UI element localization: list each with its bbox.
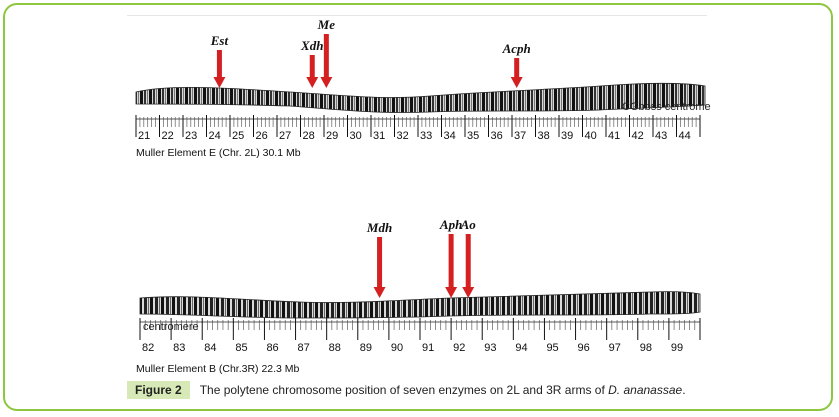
gene-label: Est	[210, 33, 229, 48]
section-number: 84	[204, 342, 216, 354]
gene-arrow-head	[320, 77, 333, 88]
section-number: 83	[173, 342, 185, 354]
section-number: 40	[585, 130, 597, 142]
section-number: 37	[514, 130, 526, 142]
section-number: 85	[235, 342, 247, 354]
centromere-label-2L: CGbbss centrome	[622, 101, 711, 113]
chromosome-2L: 21 22 23 24 25 26 27 28 29 30 31 32 33 34 35 36 37 38 39 40…	[135, 17, 711, 159]
gene-arrow-head	[213, 77, 226, 88]
gene-arrow-shaft	[309, 55, 315, 78]
caption-end: .	[682, 383, 686, 397]
section-number: 24	[209, 130, 221, 142]
section-number: 30	[350, 130, 362, 142]
gene-label: Xdh	[300, 38, 323, 53]
section-number: 28	[303, 130, 315, 142]
section-number: 82	[142, 342, 154, 354]
caption-text: The polytene chromosome position of seve…	[199, 383, 605, 397]
section-number: 38	[538, 130, 550, 142]
gene-arrow-shaft	[465, 234, 471, 288]
section-number: 31	[373, 130, 385, 142]
section-number: 27	[279, 130, 291, 142]
section-number: 35	[467, 130, 479, 142]
section-number: 41	[608, 130, 620, 142]
section-number: 21	[138, 130, 150, 142]
gene-arrow-shaft	[514, 58, 520, 78]
section-number: 87	[298, 342, 310, 354]
gene-markers-2L: Est Xdh Me Acph	[210, 17, 531, 88]
section-number: 89	[360, 342, 372, 354]
chromosome-3R: 82 83 84 85 86 87 88 89 90 91 92 93 94 95 96 97 98 99 cen…	[136, 217, 701, 375]
section-number: 94	[515, 342, 527, 354]
section-number: 95	[546, 342, 558, 354]
section-number: 92	[453, 342, 465, 354]
figure-label: Figure 2	[127, 381, 190, 399]
element-label-2L: Muller Element E (Chr. 2L) 30.1 Mb	[136, 147, 301, 159]
section-number: 34	[444, 130, 456, 142]
section-number: 97	[609, 342, 621, 354]
section-number: 39	[561, 130, 573, 142]
gene-label: Ao	[460, 217, 477, 232]
ruler-3R-numbers: 82 83 84 85 86 87 88 89 90 91 92 93 94 95 96 97 98 99	[142, 342, 683, 354]
section-number: 43	[655, 130, 667, 142]
gene-arrow-head	[445, 287, 458, 298]
gene-arrow-head	[510, 77, 523, 88]
section-number: 36	[491, 130, 503, 142]
section-number: 42	[632, 130, 644, 142]
section-number: 33	[420, 130, 432, 142]
gene-arrow-shaft	[216, 50, 222, 78]
centromere-label-3R: centromere	[143, 321, 199, 333]
ruler-3R-ticks	[139, 318, 701, 340]
gene-arrow-shaft	[377, 237, 383, 288]
gene-label: Mdh	[366, 220, 392, 235]
gene-arrow-head	[462, 287, 475, 298]
gene-label: Me	[317, 17, 336, 32]
gene-arrow-shaft	[448, 234, 454, 288]
section-number: 88	[329, 342, 341, 354]
element-label-3R: Muller Element B (Chr.3R) 22.3 Mb	[136, 363, 300, 375]
section-number: 98	[640, 342, 652, 354]
section-number: 26	[256, 130, 268, 142]
section-number: 86	[266, 342, 278, 354]
figure-caption: Figure 2 The polytene chromosome positio…	[127, 380, 686, 400]
gene-arrow-shaft	[323, 34, 329, 78]
section-number: 22	[162, 130, 174, 142]
section-number: 32	[397, 130, 409, 142]
section-number: 90	[391, 342, 403, 354]
section-number: 93	[484, 342, 496, 354]
gene-label: Aph	[439, 217, 462, 232]
section-number: 99	[671, 342, 683, 354]
section-number: 96	[578, 342, 590, 354]
section-number: 29	[326, 130, 338, 142]
section-number: 91	[422, 342, 434, 354]
chromosome-2L-body	[135, 82, 706, 113]
chromosome-3R-body	[139, 291, 701, 319]
ruler-2L-numbers: 21 22 23 24 25 26 27 28 29 30 31 32 33 34 35 36 37 38 39 40…	[138, 130, 691, 142]
section-number: 25	[232, 130, 244, 142]
caption-species: D. ananassae	[608, 383, 683, 397]
section-number: 23	[185, 130, 197, 142]
gene-label: Acph	[502, 41, 531, 56]
gene-arrow-head	[373, 287, 386, 298]
section-number: 44	[679, 130, 691, 142]
ruler-2L-ticks	[135, 115, 701, 137]
gene-arrow-head	[306, 77, 319, 88]
